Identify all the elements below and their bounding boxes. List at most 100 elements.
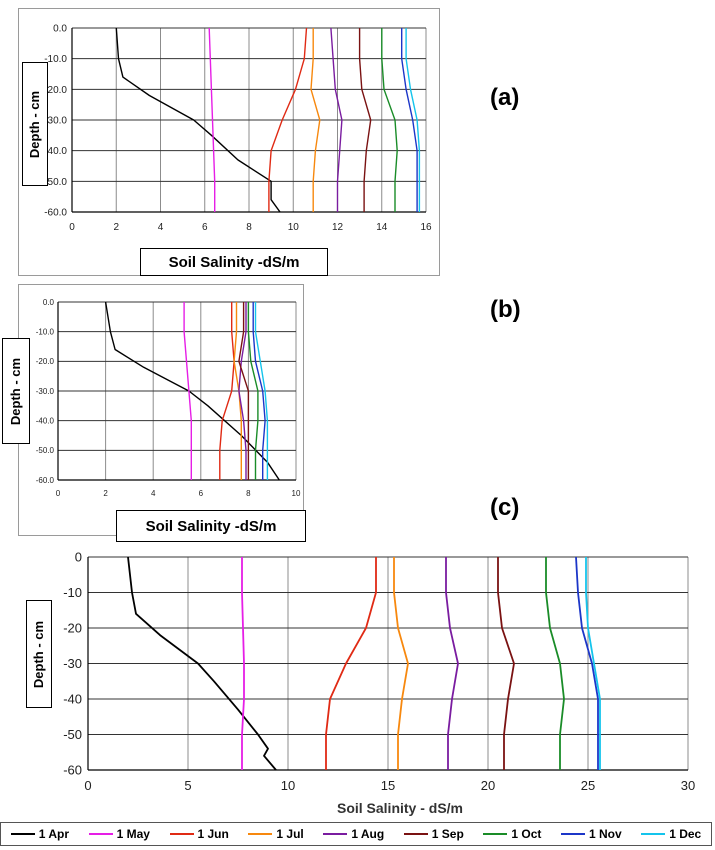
chart-a-xtick: 6	[202, 222, 208, 233]
chart-a-xtick: 0	[69, 222, 75, 233]
legend-item-1-oct: 1 Oct	[483, 827, 541, 841]
panel-label-c: (c)	[490, 494, 520, 521]
chart-c-xtick: 15	[381, 778, 395, 793]
chart-a-series-1-jun	[268, 27, 308, 212]
chart-b-ytick: -20.0	[36, 357, 55, 366]
chart-c-series-1-sep	[497, 557, 515, 770]
chart-b-series-1-oct	[247, 302, 259, 480]
chart-a-plot: 0 2 4 6 8 10 12 14 16 0.0 -10.0 -20.0 -30.0 -40.0 -50.…	[44, 24, 432, 234]
chart-a-series-1-may	[208, 27, 216, 212]
chart-b-ytick: 0.0	[43, 298, 55, 307]
legend-item-1-dec: 1 Dec	[641, 827, 701, 841]
chart-a-xtick: 10	[288, 222, 300, 233]
legend-swatch	[323, 833, 348, 835]
chart-a-series-1-aug	[330, 27, 343, 212]
chart-b-series-1-sep	[238, 302, 250, 480]
chart-a-ytick: -30.0	[44, 116, 67, 127]
chart-c-ytick: -60	[63, 763, 82, 778]
chart-c-xlabel: Soil Salinity - dS/m	[336, 800, 464, 816]
chart-c-series-1-apr	[127, 556, 277, 771]
legend-swatch	[560, 833, 585, 835]
legend-swatch	[10, 833, 35, 835]
chart-b-plot: 0 2 4 6 8 10 0.0 -10.0 -20.0 -30.0 -40.0 -50.0 -60.0	[36, 298, 301, 498]
chart-a-xlabel-text: Soil Salinity -dS/m	[168, 253, 300, 271]
chart-b-xlabel-text: Soil Salinity -dS/m	[145, 517, 277, 535]
chart-c-xtick: 0	[84, 778, 91, 793]
legend-swatch	[169, 833, 194, 835]
chart-b-series-1-dec	[254, 302, 269, 480]
legend-item-1-nov: 1 Nov	[560, 827, 622, 841]
legend: 1 Apr 1 May 1 Jun 1 Jul 1 Aug 1 Sep 1 Oct 1 Nov…	[0, 822, 712, 846]
chart-a-ytick: -20.0	[44, 85, 67, 96]
legend-label: 1 Apr	[38, 827, 70, 841]
chart-b-xtick: 4	[151, 489, 156, 498]
chart-a-series-1-dec	[405, 28, 421, 212]
legend-item-1-apr: 1 Apr	[10, 827, 70, 841]
chart-c-xtick: 5	[184, 778, 191, 793]
legend-label: 1 Aug	[351, 827, 385, 841]
chart-c-ytick: -20	[63, 621, 82, 636]
chart-c-ytick: -10	[63, 585, 82, 600]
chart-a-ytick: 0.0	[53, 24, 67, 35]
chart-a-ylabel-text: Depth - cm	[27, 90, 43, 158]
chart-a-series-1-oct	[381, 28, 398, 212]
chart-b-xlabel: Soil Salinity -dS/m	[116, 510, 306, 542]
chart-c-series-1-may	[241, 557, 245, 770]
legend-item-1-jul: 1 Jul	[248, 827, 304, 841]
panel-label-b: (b)	[490, 296, 521, 323]
chart-b-ytick: -30.0	[36, 387, 55, 396]
chart-c-series-1-jul	[393, 557, 409, 770]
chart-b-xtick: 6	[199, 489, 204, 498]
chart-c-ytick: -40	[63, 692, 82, 707]
chart-a-xtick: 4	[158, 222, 164, 233]
legend-item-1-may: 1 May	[88, 827, 150, 841]
chart-c-series-1-oct	[545, 557, 565, 770]
chart-b-ytick: -10.0	[36, 327, 55, 336]
chart-c-ytick: -30	[63, 656, 82, 671]
legend-swatch	[248, 833, 273, 835]
legend-item-1-sep: 1 Sep	[403, 827, 464, 841]
chart-a-ytick: -40.0	[44, 146, 67, 157]
legend-item-1-aug: 1 Aug	[323, 827, 384, 841]
chart-a-ylabel: Depth - cm	[22, 62, 48, 186]
chart-b-series-1-nov	[252, 302, 266, 480]
legend-swatch	[403, 833, 428, 835]
chart-c-ylabel: Depth - cm	[26, 600, 52, 708]
chart-a-xtick: 16	[420, 222, 432, 233]
legend-swatch	[641, 833, 666, 835]
chart-b-series-1-jun	[219, 302, 235, 480]
legend-swatch	[88, 833, 113, 835]
chart-c-xtick: 20	[481, 778, 495, 793]
chart-a-series-1-jul	[310, 28, 321, 212]
chart-c-xtick: 10	[281, 778, 295, 793]
legend-label: 1 Jun	[197, 827, 229, 841]
panel-label-a: (a)	[490, 84, 520, 111]
legend-label: 1 Oct	[511, 827, 542, 841]
chart-b-series-1-aug	[238, 302, 247, 480]
legend-label: 1 Dec	[669, 827, 702, 841]
legend-label: 1 Sep	[431, 827, 464, 841]
chart-b-ytick: -60.0	[36, 476, 55, 485]
chart-c-series-1-dec	[585, 557, 601, 770]
chart-a-xtick: 8	[246, 222, 252, 233]
chart-b-xtick: 10	[292, 489, 301, 498]
legend-item-1-jun: 1 Jun	[169, 827, 229, 841]
chart-b-ytick: -40.0	[36, 416, 55, 425]
chart-c-xtick: 30	[681, 778, 695, 793]
chart-a-ytick: -10.0	[44, 54, 67, 65]
chart-b-xtick: 8	[246, 489, 251, 498]
chart-b-series-1-may	[183, 302, 193, 480]
chart-c-ylabel-text: Depth - cm	[31, 620, 47, 688]
legend-label: 1 Jul	[276, 827, 304, 841]
legend-label: 1 May	[116, 827, 150, 841]
chart-c-plot: 0 5 10 15 20 25 30 0 -10 -20 -30 -40 -50 -60	[63, 550, 695, 793]
chart-b-xtick: 2	[103, 489, 108, 498]
chart-b-ylabel: Depth - cm	[2, 338, 30, 444]
chart-a-ytick: -60.0	[44, 208, 67, 219]
chart-c-series-1-aug	[445, 557, 459, 770]
chart-a-xtick: 12	[332, 222, 344, 233]
chart-c-xtick: 25	[581, 778, 595, 793]
chart-a-series-1-nov	[401, 28, 418, 212]
chart-c-ytick: -50	[63, 727, 82, 742]
